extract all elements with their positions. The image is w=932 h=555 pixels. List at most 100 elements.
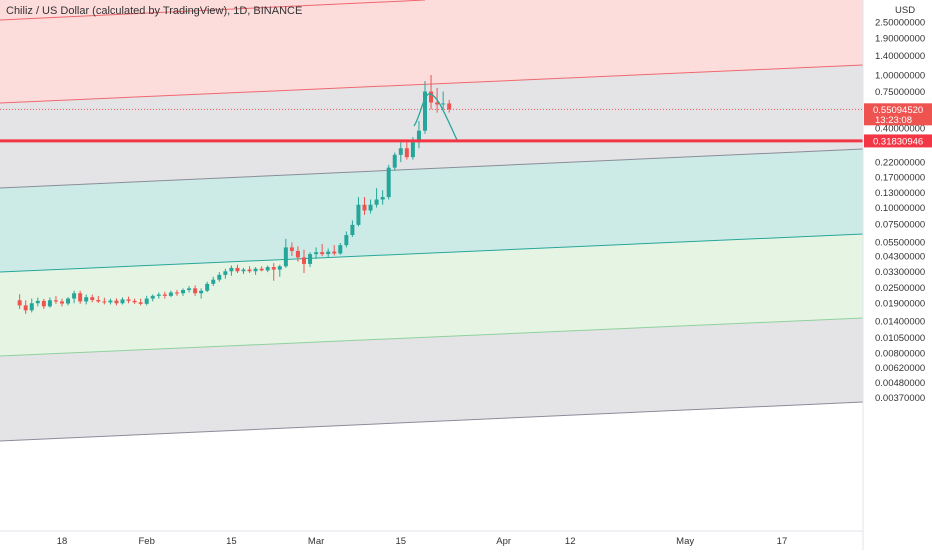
candle-body (429, 91, 434, 103)
candle-body (350, 224, 355, 236)
candle-body (199, 290, 204, 294)
candle (314, 247, 319, 259)
candle-body (78, 293, 83, 302)
candle (271, 263, 276, 281)
candle-body (23, 305, 28, 311)
candle (23, 300, 28, 314)
candle (174, 290, 179, 296)
candle-body (404, 148, 409, 158)
candle-body (168, 292, 173, 296)
candle (404, 142, 409, 160)
candle (205, 281, 210, 292)
candle (247, 266, 252, 274)
candle-body (332, 251, 337, 254)
candle (17, 294, 22, 309)
candle (398, 142, 403, 163)
candle-body (416, 130, 421, 143)
price-tick-label: 0.03300000 (875, 267, 925, 278)
candle (447, 99, 452, 113)
candle (181, 288, 185, 296)
candle-body (102, 301, 107, 303)
candle-body (338, 245, 343, 254)
time-tick-label: 12 (565, 536, 576, 547)
zone-gray-lower (0, 318, 863, 441)
candle-body (289, 247, 294, 251)
candle-body (126, 299, 131, 301)
forecast-curve-drawing[interactable] (413, 93, 458, 141)
candle-body (320, 252, 325, 255)
candle-body (368, 204, 373, 211)
price-tick-label: 1.40000000 (875, 51, 925, 62)
candle-body (53, 300, 58, 302)
price-tick-label: 2.50000000 (875, 18, 925, 29)
candle (277, 264, 282, 277)
price-tick-label: 0.00370000 (875, 393, 925, 404)
candle-body (410, 142, 415, 158)
candle-body (362, 204, 367, 211)
candle-body (72, 293, 77, 299)
candle (229, 265, 234, 276)
candle-body (435, 102, 440, 105)
price-tick-label: 0.00800000 (875, 349, 925, 360)
candle-body (66, 298, 71, 304)
time-tick-label: 15 (396, 536, 407, 547)
candle-body (60, 301, 64, 304)
candle (289, 242, 294, 257)
candle-body (223, 271, 228, 275)
candle-body (193, 288, 198, 294)
candle-body (84, 297, 89, 302)
candle (138, 298, 143, 306)
candle-body (283, 247, 288, 267)
price-axis-background[interactable] (863, 0, 932, 550)
candle (374, 188, 379, 208)
price-tick-label: 0.01900000 (875, 299, 925, 310)
zone-green (0, 234, 863, 356)
candle (338, 242, 343, 255)
candle (259, 266, 264, 272)
price-tick-label: 0.10000000 (875, 203, 925, 214)
price-tick-label: 0.40000000 (875, 123, 925, 134)
candle (441, 91, 446, 110)
price-tick-label: 0.13000000 (875, 188, 925, 199)
candle-body (441, 103, 446, 105)
price-tick-label: 0.01400000 (875, 316, 925, 327)
candle (47, 297, 52, 308)
price-tick-label: 0.00480000 (875, 378, 925, 389)
time-tick-label: 17 (777, 536, 788, 547)
candle (344, 231, 349, 248)
candle-body (114, 300, 119, 304)
candlestick-series (17, 74, 452, 314)
chart-title: Chiliz / US Dollar (calculated by Tradin… (6, 5, 302, 17)
candle-body (326, 251, 331, 255)
candle-body (217, 274, 222, 280)
candle (193, 285, 198, 296)
candle-body (295, 250, 300, 258)
candle-body (187, 288, 192, 291)
price-tick-label: 0.04300000 (875, 252, 925, 263)
candle-body (380, 197, 385, 200)
candle (199, 288, 204, 299)
candle (132, 298, 137, 304)
candle-body (271, 267, 276, 270)
candle (211, 276, 216, 287)
candle-body (374, 199, 379, 205)
time-axis-labels: 18 Feb 15 Mar 15 Apr 12 May 17 (57, 536, 788, 547)
candle-body (229, 267, 234, 272)
candle (326, 248, 331, 258)
candle-body (174, 292, 179, 294)
candle-body (344, 235, 349, 246)
candle (320, 244, 325, 257)
candle (35, 297, 40, 307)
candle (368, 199, 373, 214)
candle-body (17, 300, 22, 306)
channel-line-bottom (0, 401, 864, 442)
price-tick-label: 0.00620000 (875, 363, 925, 374)
candle (423, 81, 427, 134)
candle (120, 297, 125, 305)
price-axis-currency: USD (895, 5, 915, 16)
channel-line-teal (0, 233, 864, 273)
candle (126, 296, 131, 304)
candle-body (47, 300, 52, 307)
